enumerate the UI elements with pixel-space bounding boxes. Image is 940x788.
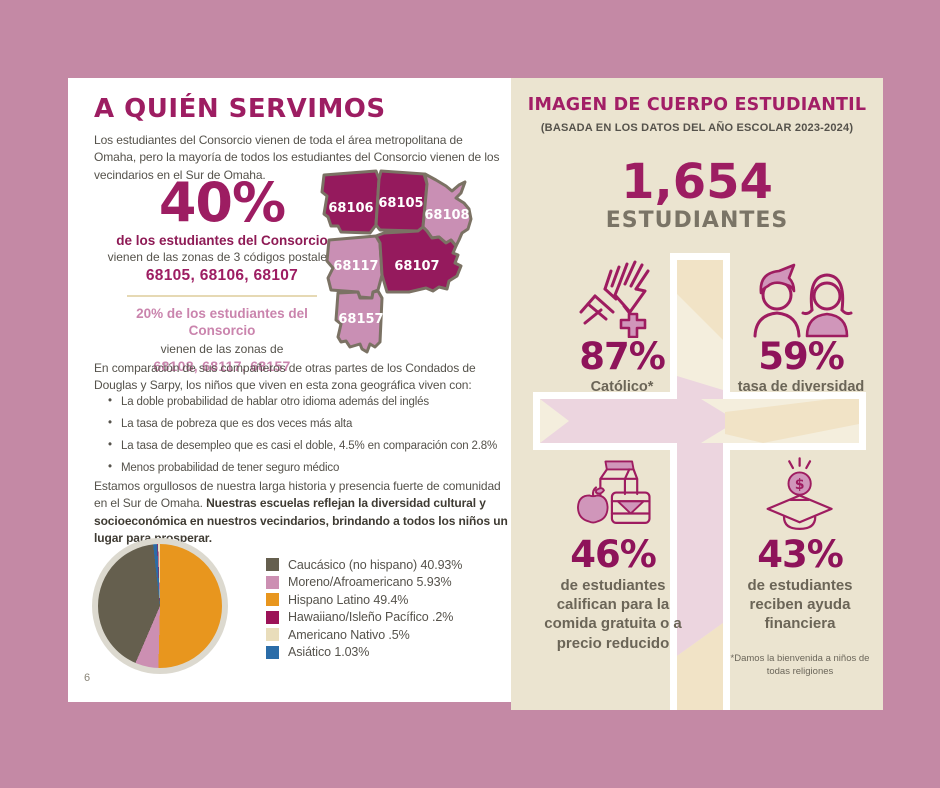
stat-40-value: 40% (158, 171, 286, 234)
pie-legend: Caucásico (no hispano) 40.93% Moreno/Afr… (266, 556, 462, 661)
stat-20-desc: vienen de las zonas de (160, 341, 284, 356)
page-title: A QUIÉN SERVIMOS (94, 94, 386, 124)
stat-financial-aid-value: 43% (757, 533, 844, 576)
closing-paragraph: Estamos orgullosos de nuestra larga hist… (94, 478, 510, 548)
total-students-value: 1,654 (621, 154, 773, 210)
legend-row: Asiático 1.03% (266, 644, 462, 662)
bullet-item: La tasa de pobreza que es dos veces más … (108, 417, 510, 430)
zip-label-68107: 68107 (394, 259, 439, 274)
legend-label: Asiático 1.03% (288, 645, 370, 660)
page-number: 6 (84, 672, 91, 684)
zip-code-map: 68106 68105 68108 68117 68107 68157 (320, 169, 473, 354)
stat-financial-aid-label: de estudiantes reciben ayuda financiera (747, 577, 853, 633)
praying-hands-icon (579, 260, 649, 338)
left-panel: A QUIÉN SERVIMOS Los estudiantes del Con… (68, 78, 511, 702)
bullet-item: La doble probabilidad de hablar otro idi… (108, 395, 510, 408)
cross-ribbon-decoration (540, 260, 859, 710)
stat-20-zips: 68108, 68117, 68157 (153, 358, 291, 375)
legend-swatch (266, 593, 279, 607)
stat-catholic-value: 87% (579, 335, 666, 378)
legend-row: Moreno/Afroamericano 5.93% (266, 574, 462, 592)
pie-chart (92, 538, 228, 674)
total-students-label: ESTUDIANTES (605, 208, 789, 233)
stat-40-zips: 68105, 68106, 68107 (145, 267, 299, 285)
closing-regular-text: Estamos orgullosos de nuestra larga hist… (94, 479, 501, 511)
zip-label-68108: 68108 (424, 208, 469, 223)
comparison-bullet-list: La doble probabilidad de hablar otro idi… (108, 395, 510, 484)
zip-stats-block: 40% de los estudiantes del Consorcio vie… (74, 171, 370, 375)
legend-label: Caucásico (no hispano) 40.93% (288, 557, 463, 572)
stat-catholic-label: Católico* (590, 379, 654, 395)
diverse-people-icon (753, 263, 853, 338)
legend-swatch (266, 645, 279, 659)
legend-swatch (266, 558, 279, 572)
right-panel-title: IMAGEN DE CUERPO ESTUDIANTIL (527, 95, 867, 115)
stat-40-desc: vienen de las zonas de 3 códigos postale… (107, 250, 337, 264)
zip-label-68117: 68117 (333, 259, 378, 274)
stat-diversity-value: 59% (758, 335, 845, 378)
zip-label-68106: 68106 (328, 201, 373, 216)
right-panel-subtitle: (BASADA EN LOS DATOS DEL AÑO ESCOLAR 202… (540, 122, 854, 134)
intro-paragraph: Los estudiantes del Consorcio vienen de … (94, 133, 500, 182)
bullet-item: Menos probabilidad de tener seguro médic… (108, 461, 510, 474)
stat-20-title: 20% de los estudiantes del Consorcio (136, 306, 308, 339)
divider-line (127, 295, 317, 298)
legend-label: Hawaiiano/Isleño Pacífico .2% (288, 610, 454, 625)
legend-swatch (266, 575, 279, 589)
right-panel: IMAGEN DE CUERPO ESTUDIANTIL (BASADA EN … (511, 78, 883, 710)
zip-region-68107 (374, 225, 463, 294)
zip-label-68157: 68157 (338, 312, 383, 327)
legend-row: Americano Nativo .5% (266, 626, 462, 644)
legend-label: Hispano Latino 49.4% (288, 592, 409, 607)
zip-region-68157 (334, 289, 384, 354)
legend-label: Americano Nativo .5% (288, 627, 410, 642)
stat-catholic: 87% Católico* (542, 254, 702, 397)
stat-diversity: 59% tasa de diversidad (722, 254, 880, 397)
stat-diversity-label: tasa de diversidad (737, 379, 865, 395)
stat-free-meals: 46% de estudiantes califican para la com… (533, 452, 693, 653)
legend-swatch (266, 610, 279, 624)
legend-row: Hawaiiano/Isleño Pacífico .2% (266, 609, 462, 627)
legend-row: Caucásico (no hispano) 40.93% (266, 556, 462, 574)
bullet-item: La tasa de desempleo que es casi el dobl… (108, 439, 510, 452)
religion-footnote: *Damos la bienvenida a niños de todas re… (730, 652, 870, 677)
legend-row: Hispano Latino 49.4% (266, 591, 462, 609)
school-meal-icon (577, 460, 651, 524)
stat-financial-aid: $ 43% de estudiantes reciben ayuda finan… (720, 452, 880, 678)
svg-text:$: $ (795, 477, 805, 493)
legend-swatch (266, 628, 279, 642)
stat-free-meals-label: de estudiantes califican para la comida … (544, 577, 682, 652)
comparison-intro: En comparación de sus compañeros de otra… (94, 361, 476, 393)
stat-free-meals-value: 46% (570, 533, 657, 576)
legend-label: Moreno/Afroamericano 5.93% (288, 575, 452, 590)
zip-label-68105: 68105 (378, 196, 423, 211)
financial-aid-icon: $ (766, 457, 833, 531)
stat-40-subtitle: de los estudiantes del Consorcio (116, 233, 328, 248)
